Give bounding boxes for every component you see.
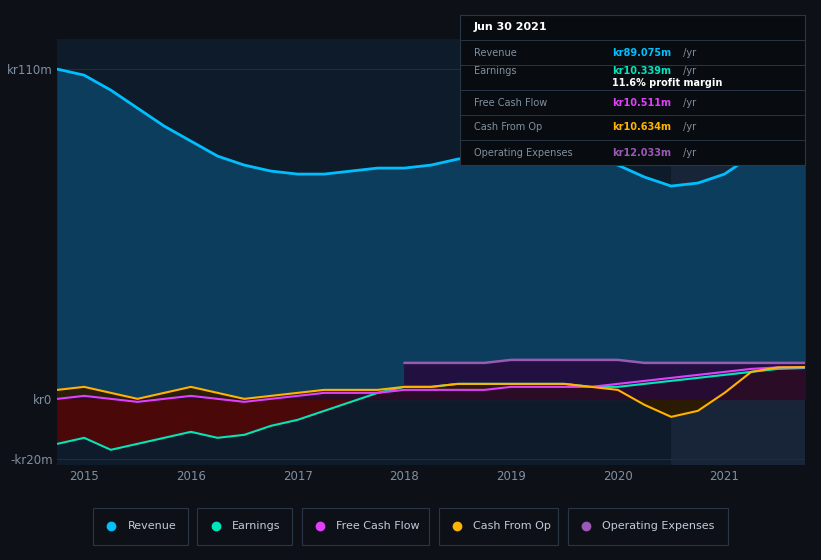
Text: kr10.634m: kr10.634m (612, 123, 671, 133)
Text: /yr: /yr (680, 147, 696, 157)
Text: Operating Expenses: Operating Expenses (474, 147, 572, 157)
Text: kr10.511m: kr10.511m (612, 97, 671, 108)
Text: kr12.033m: kr12.033m (612, 147, 671, 157)
Text: /yr: /yr (680, 67, 696, 77)
Text: Free Cash Flow: Free Cash Flow (337, 521, 420, 531)
Text: Jun 30 2021: Jun 30 2021 (474, 22, 548, 32)
Text: 11.6% profit margin: 11.6% profit margin (612, 78, 722, 88)
Text: /yr: /yr (680, 97, 696, 108)
Text: Cash From Op: Cash From Op (474, 521, 551, 531)
Text: Earnings: Earnings (232, 521, 281, 531)
Text: /yr: /yr (680, 123, 696, 133)
Text: Revenue: Revenue (474, 48, 516, 58)
Text: Operating Expenses: Operating Expenses (603, 521, 714, 531)
Text: Earnings: Earnings (474, 67, 516, 77)
Text: kr10.339m: kr10.339m (612, 67, 671, 77)
Text: Revenue: Revenue (128, 521, 177, 531)
Text: Cash From Op: Cash From Op (474, 123, 542, 133)
Text: kr89.075m: kr89.075m (612, 48, 671, 58)
Bar (671, 39, 805, 465)
Text: /yr: /yr (680, 48, 696, 58)
Text: Free Cash Flow: Free Cash Flow (474, 97, 547, 108)
